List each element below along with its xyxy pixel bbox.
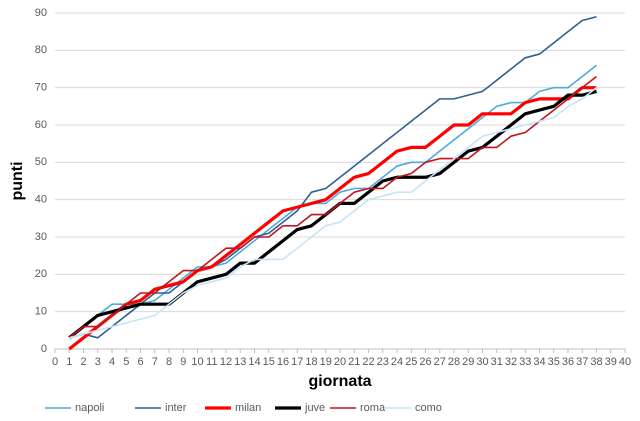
x-tick-label: 27 [434, 356, 446, 368]
y-axis-title: punti [9, 161, 26, 200]
x-tick-label: 16 [277, 356, 289, 368]
x-tick-label: 38 [590, 356, 602, 368]
legend-label: juve [304, 402, 325, 414]
y-tick-label: 60 [35, 119, 47, 131]
x-tick-label: 24 [391, 356, 403, 368]
x-tick-label: 5 [123, 356, 129, 368]
x-tick-label: 33 [519, 356, 531, 368]
x-tick-label: 4 [109, 356, 115, 368]
x-tick-label: 25 [405, 356, 417, 368]
y-tick-label: 40 [35, 194, 47, 206]
x-tick-label: 18 [305, 356, 317, 368]
y-tick-label: 90 [35, 7, 47, 19]
x-tick-label: 6 [137, 356, 143, 368]
x-tick-label: 26 [419, 356, 431, 368]
y-tick-label: 10 [35, 306, 47, 318]
series-line [68, 64, 597, 339]
x-tick-label: 36 [562, 356, 574, 368]
legend-label: como [415, 402, 442, 414]
x-tick-label: 21 [348, 356, 360, 368]
x-tick-label: 23 [377, 356, 389, 368]
x-tick-label: 37 [576, 356, 588, 368]
x-tick-label: 3 [95, 356, 101, 368]
x-tick-label: 30 [476, 356, 488, 368]
x-tick-label: 11 [206, 356, 217, 368]
x-tick-label: 39 [605, 356, 617, 368]
x-tick-label: 19 [320, 356, 332, 368]
x-tick-label: 28 [448, 356, 460, 368]
legend-label: inter [165, 402, 187, 414]
series-line [69, 15, 597, 339]
x-tick-label: 2 [80, 356, 86, 368]
x-tick-label: 7 [152, 356, 158, 368]
x-tick-label: 22 [362, 356, 374, 368]
legend-label: roma [360, 402, 386, 414]
x-tick-label: 29 [462, 356, 474, 368]
x-tick-label: 20 [334, 356, 346, 368]
x-tick-label: 14 [248, 356, 260, 368]
y-tick-label: 30 [35, 231, 47, 243]
x-tick-label: 31 [491, 356, 503, 368]
x-tick-label: 13 [234, 356, 246, 368]
x-tick-label: 34 [533, 356, 545, 368]
series-line [68, 89, 597, 340]
x-tick-label: 17 [291, 356, 303, 368]
x-axis-title: giornata [308, 373, 371, 390]
series-line [69, 87, 597, 339]
x-tick-label: 15 [263, 356, 275, 368]
y-tick-label: 20 [35, 268, 47, 280]
x-tick-label: 35 [548, 356, 560, 368]
x-tick-label: 8 [166, 356, 172, 368]
x-tick-label: 0 [52, 356, 58, 368]
series-line [68, 75, 597, 339]
x-tick-label: 32 [505, 356, 517, 368]
legend-label: milan [235, 402, 261, 414]
x-tick-label: 40 [619, 356, 631, 368]
x-tick-label: 12 [220, 356, 232, 368]
y-tick-label: 70 [35, 82, 47, 94]
y-tick-label: 80 [35, 44, 47, 56]
x-tick-label: 10 [191, 356, 203, 368]
legend-label: napoli [75, 402, 104, 414]
y-tick-label: 50 [35, 156, 47, 168]
y-tick-label: 0 [41, 343, 47, 355]
x-tick-label: 1 [66, 356, 72, 368]
series-line [68, 86, 597, 351]
x-tick-label: 9 [180, 356, 186, 368]
